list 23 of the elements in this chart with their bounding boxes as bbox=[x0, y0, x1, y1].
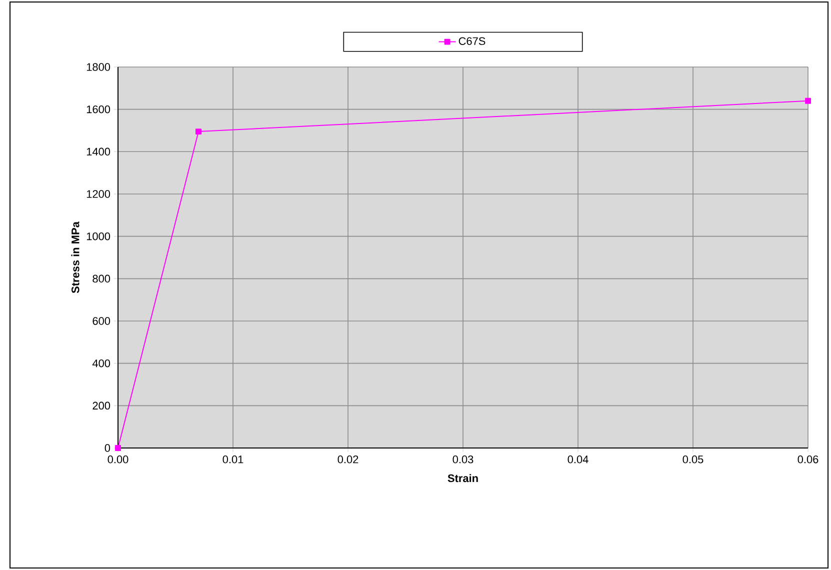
y-tick-label: 0 bbox=[104, 444, 110, 452]
x-axis-title: Strain bbox=[448, 474, 478, 482]
y-tick-label: 600 bbox=[92, 317, 110, 325]
x-tick-label: 0.05 bbox=[682, 456, 704, 464]
x-tick-label: 0.03 bbox=[452, 456, 474, 464]
y-tick-label: 200 bbox=[92, 402, 110, 410]
point bbox=[805, 98, 811, 104]
x-tick-label: 0.00 bbox=[108, 456, 128, 464]
x-tick-label: 0.04 bbox=[568, 456, 588, 464]
y-tick-label: 1000 bbox=[86, 232, 110, 240]
y-tick-label: 1600 bbox=[86, 105, 110, 114]
point bbox=[115, 445, 121, 451]
y-tick-label: 400 bbox=[92, 359, 110, 368]
y-tick-label: 1400 bbox=[86, 148, 110, 156]
point bbox=[196, 128, 202, 135]
x-tick-label: 0.02 bbox=[338, 456, 358, 464]
y-axis-title: Stress in MPa bbox=[71, 222, 80, 294]
y-tick-label: 1200 bbox=[86, 190, 110, 198]
x-tick-label: 0.06 bbox=[798, 456, 818, 464]
y-tick-label: 1800 bbox=[86, 63, 110, 71]
legend-label: C67S bbox=[458, 37, 486, 45]
y-tick-label: 800 bbox=[92, 274, 110, 283]
x-tick-label: 0.01 bbox=[222, 456, 244, 464]
